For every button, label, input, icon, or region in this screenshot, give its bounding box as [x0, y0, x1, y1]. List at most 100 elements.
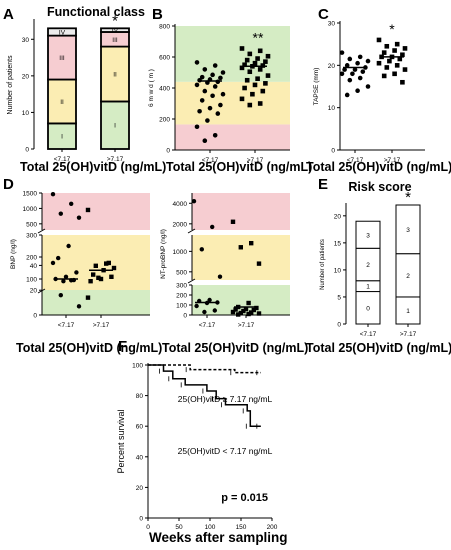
data-point — [58, 211, 63, 216]
segment-label: 1 — [406, 308, 410, 315]
y-tick-label: 400 — [159, 86, 170, 93]
bar-segment — [47, 78, 77, 125]
data-point — [394, 63, 400, 68]
data-point — [61, 279, 66, 284]
data-point — [339, 71, 345, 77]
data-point — [384, 43, 390, 49]
segment-label: 0 — [366, 305, 370, 312]
data-point — [76, 215, 82, 220]
y-tick-label: 60 — [136, 424, 144, 431]
y-tick-label: 100 — [176, 303, 187, 310]
data-point — [344, 63, 350, 68]
bar-segment — [100, 45, 130, 103]
y-tick-label: 40 — [30, 263, 38, 270]
data-point — [238, 310, 243, 316]
data-point — [236, 312, 241, 317]
data-point — [347, 77, 353, 83]
y-tick-label: 10 — [334, 267, 342, 274]
data-point — [247, 69, 253, 75]
chart-title-a: Functional class — [47, 5, 145, 19]
panel-letter-c: C — [318, 6, 329, 23]
data-point — [202, 138, 208, 143]
data-point — [212, 132, 218, 138]
y-tick-label: 1000 — [173, 249, 188, 256]
data-point — [210, 72, 215, 78]
data-point — [220, 70, 226, 75]
y-tick-label: 20 — [30, 288, 38, 295]
y-tick-label: 200 — [176, 293, 187, 300]
data-point — [56, 255, 61, 261]
x-tick-label: <7.17 — [58, 322, 75, 329]
x-axis-title-d1: Total 25(OH)vitD (ng/mL) — [16, 341, 163, 355]
data-point — [394, 41, 400, 47]
data-point — [257, 48, 263, 54]
reference-band — [42, 235, 150, 290]
segment-label: II — [60, 99, 64, 106]
reference-band — [175, 26, 290, 82]
segment-label: II — [113, 72, 117, 79]
data-point — [202, 88, 208, 94]
x-tick-label: <7.17 — [199, 322, 216, 329]
data-point — [352, 67, 358, 72]
y-axis-title-D1: BNP (ng/l) — [10, 239, 17, 269]
data-point — [205, 118, 210, 123]
data-point — [212, 84, 218, 89]
data-point — [210, 224, 215, 230]
data-point — [260, 88, 266, 94]
x-tick-label: <7.17 — [54, 156, 71, 163]
data-point — [194, 303, 199, 309]
data-point — [199, 247, 204, 252]
bar-segment — [100, 27, 130, 33]
axis-break-mark — [187, 278, 196, 284]
data-point — [402, 67, 408, 72]
data-point — [88, 279, 93, 284]
x-axis-title-e: Total 25(OH)vitD (ng/mL) — [306, 341, 451, 355]
data-point — [244, 77, 250, 83]
x-tick-label: 100 — [205, 524, 216, 531]
data-point — [339, 50, 345, 55]
data-point — [220, 91, 226, 97]
data-point — [194, 60, 200, 65]
data-point — [392, 71, 397, 77]
segment-label: I — [61, 134, 63, 141]
axis-break-mark — [37, 288, 46, 294]
significance-mark: * — [389, 21, 395, 37]
y-tick-label: 300 — [176, 283, 187, 290]
x-tick-label: 0 — [146, 524, 150, 531]
data-point — [74, 270, 79, 275]
y-tick-label: 500 — [176, 269, 187, 276]
x-tick-label: >7.17 — [93, 322, 110, 329]
x-tick-label: 50 — [175, 524, 183, 531]
x-tick-label: 150 — [236, 524, 247, 531]
y-tick-label: 1000 — [23, 206, 38, 213]
y-tick-label: 0 — [166, 148, 170, 155]
data-point — [66, 243, 71, 249]
data-point — [239, 46, 245, 51]
y-tick-label: 0 — [25, 147, 29, 154]
data-point — [400, 79, 405, 85]
data-point — [58, 292, 63, 298]
data-point — [85, 295, 91, 300]
y-tick-label: 10 — [22, 110, 30, 117]
data-point — [76, 304, 82, 309]
data-point — [202, 67, 208, 72]
y-tick-label: 0 — [139, 516, 143, 523]
data-point — [263, 59, 268, 64]
y-axis-title-A: Number of patients — [7, 55, 14, 115]
data-point — [255, 56, 260, 61]
data-point — [199, 98, 205, 103]
data-point — [256, 311, 262, 316]
x-tick-label: <7.17 — [202, 157, 219, 164]
data-point — [207, 105, 213, 111]
chart-title-e: Risk score — [348, 180, 412, 194]
data-point — [249, 310, 254, 315]
data-point — [106, 260, 111, 266]
data-point — [381, 50, 387, 55]
significance-mark: * — [112, 12, 118, 29]
data-point — [256, 261, 262, 266]
x-axis-title-c: Total 25(OH)vitD (ng/mL) — [306, 160, 451, 174]
segment-label: 3 — [406, 227, 410, 234]
bar-segment — [355, 220, 381, 249]
data-point — [251, 307, 256, 313]
data-point — [260, 63, 266, 68]
